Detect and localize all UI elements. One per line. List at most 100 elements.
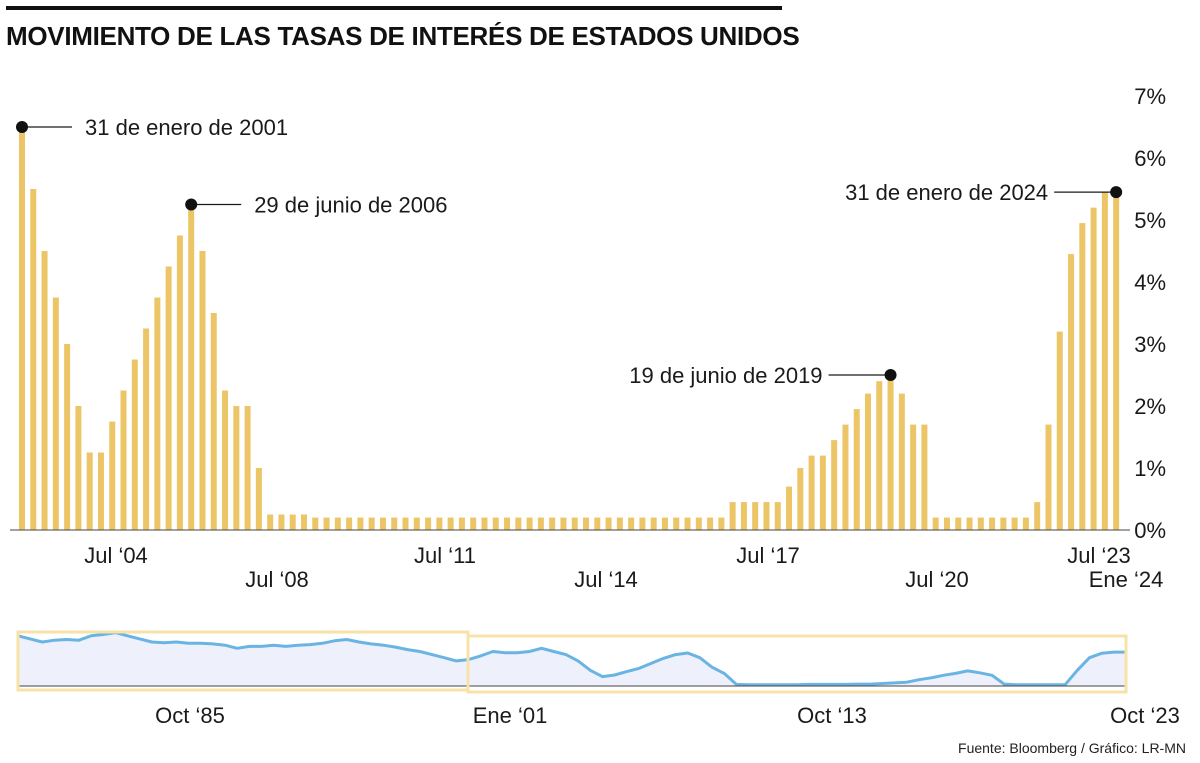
x-tick-label: Jul ‘11 [414,543,476,568]
bar [199,251,206,530]
bar [571,517,578,530]
bar [797,468,804,530]
y-tick-label: 1% [1134,456,1166,481]
bar [97,452,104,530]
annotation-dot [1110,186,1123,199]
annotation-label: 29 de junio de 2006 [254,193,447,218]
bar [255,468,262,530]
annotation: 19 de junio de 2019 [629,363,897,388]
x-tick-label: Jul ‘17 [736,543,800,568]
bar [583,517,589,530]
bar [346,517,353,530]
y-axis-ticks: 0% 1% 2% 3% 4% 5% 6% 7% [1134,84,1166,543]
bar [357,517,364,530]
bar [86,452,93,530]
bar [413,517,420,530]
bar [853,409,860,530]
bar [289,514,296,530]
annotation-dot [185,198,198,211]
bar [729,502,736,530]
bar [323,517,330,530]
bar [75,406,82,530]
y-tick-label: 5% [1134,208,1166,233]
bar [131,359,138,530]
rate-bars [19,127,1120,530]
y-tick-label: 7% [1134,84,1166,109]
x-axis-ticks: Jul ‘04 Jul ‘08 Jul ‘11 Jul ‘14 Jul ‘17 Jul ‘… [84,543,1163,592]
bar [222,390,229,530]
bar [1090,207,1097,530]
bar [707,517,714,530]
bar [30,189,37,530]
page-title: MOVIMIENTO DE LAS TASAS DE INTERÉS DE ES… [6,21,800,51]
overview-window-right[interactable] [466,634,1128,694]
bar [876,381,883,530]
bar [977,517,984,530]
bar [887,378,894,530]
bar [740,502,747,530]
bar [470,517,477,530]
bar [684,517,691,530]
bar [921,424,928,530]
x-tick-label: Jul ‘08 [245,567,309,592]
bar [515,517,522,530]
bar [143,328,150,530]
bar [447,517,454,530]
bar [64,344,71,530]
source-note: Fuente: Bloomberg / Gráfico: LR-MN [958,740,1186,756]
bar [1056,331,1063,530]
bar [605,517,612,530]
overview-x-tick-label: Oct ‘85 [155,703,225,728]
y-tick-label: 4% [1134,270,1166,295]
bar [52,297,59,530]
bar [943,517,950,530]
bar [176,235,183,530]
bar [233,406,240,530]
overview-x-tick-label: Oct ‘13 [797,703,867,728]
bar [188,204,195,530]
bar [774,502,781,530]
bar [898,393,905,530]
bar [391,517,398,530]
bar [842,424,849,530]
bar [312,517,319,530]
bar [819,455,826,530]
annotation-label: 31 de enero de 2024 [845,180,1048,205]
annotation: 31 de enero de 2024 [845,180,1123,205]
annotation-dot [16,121,28,133]
bar [504,517,511,530]
bar [594,517,601,530]
bar [695,517,702,530]
bar [210,313,217,530]
bar [808,455,815,530]
bar [910,424,917,530]
bar [267,514,274,530]
x-tick-label: Ene ‘24 [1089,567,1164,592]
bar [120,390,127,530]
bar [278,514,285,530]
overview-x-tick-label: Oct ‘23 [1110,703,1180,728]
bar [436,517,443,530]
bar [379,517,386,530]
bar [1079,223,1086,530]
bar [673,517,680,530]
bar [718,517,725,530]
bar [763,502,770,530]
bar [831,440,838,530]
bar [481,517,488,530]
bar [560,517,567,530]
x-tick-label: Jul ‘23 [1067,543,1131,568]
bar [932,517,939,530]
overview-area-chart: Oct ‘85 Ene ‘01 Oct ‘13 Oct ‘23 [16,630,1180,728]
bar [402,517,409,530]
bar [1022,517,1029,530]
bar [492,517,499,530]
y-tick-label: 3% [1134,332,1166,357]
bar [165,266,172,530]
annotation-label: 19 de junio de 2019 [629,363,822,388]
bar [458,517,465,530]
bar [1034,502,1041,530]
bar [1000,517,1007,530]
bar [966,517,973,530]
